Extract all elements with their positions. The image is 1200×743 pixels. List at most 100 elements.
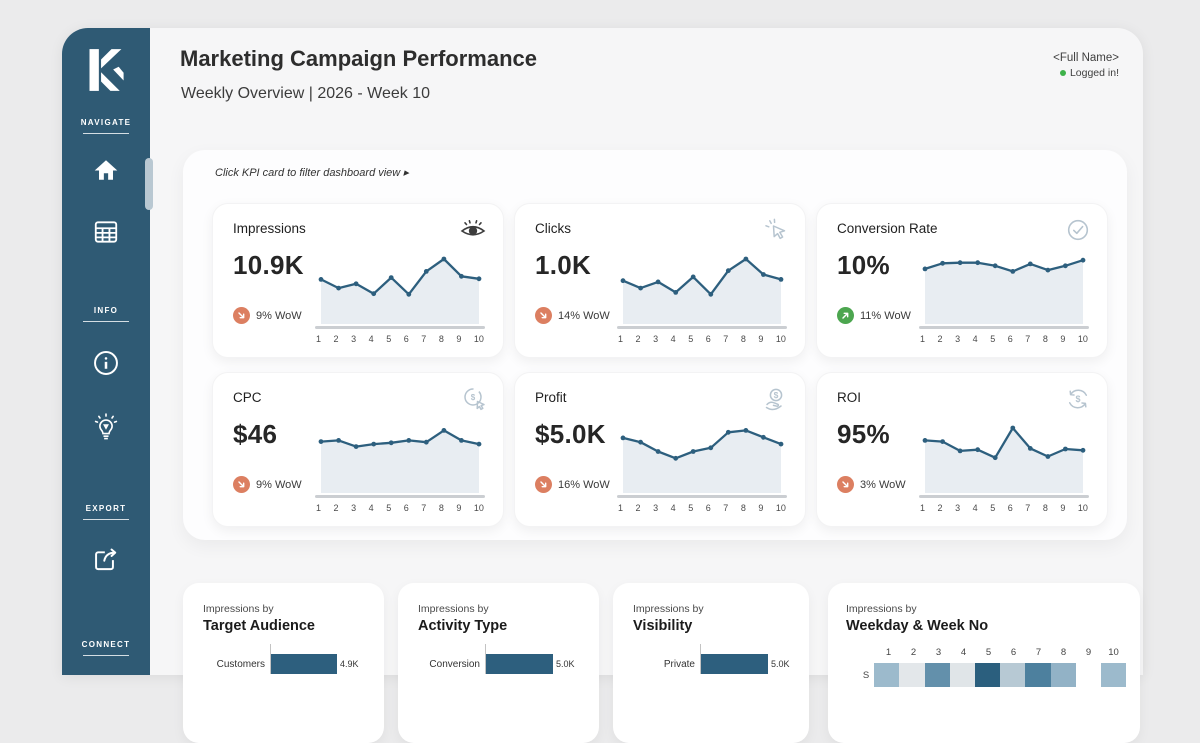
sidebar-table-button[interactable] <box>62 218 150 246</box>
kpi-title: Profit <box>535 390 567 405</box>
page-subtitle: Weekly Overview | 2026 - Week 10 <box>181 85 430 103</box>
nav-section-info: INFO <box>62 306 150 322</box>
kpi-card-clicks[interactable]: Clicks 1.0K 14% WoW 12345678910 <box>514 203 806 358</box>
idea-bulb-icon <box>91 412 121 442</box>
kpi-card-impressions[interactable]: Impressions 10.9K 9% WoW 1234567891 <box>212 203 504 358</box>
bar-private[interactable] <box>700 654 768 674</box>
section-label: EXPORT <box>62 504 150 513</box>
weekday-heatmap: 12345678910 S <box>846 647 1126 687</box>
heatmap-cell[interactable] <box>950 663 975 687</box>
kpi-value: 95% <box>837 419 890 450</box>
kpi-value: 10% <box>837 250 890 281</box>
heatmap-cell[interactable] <box>1076 663 1101 687</box>
user-block: <Full Name> Logged in! <box>1053 52 1119 79</box>
sidebar-share-button[interactable] <box>62 544 150 574</box>
spark-x-labels: 12345678910 <box>617 503 787 513</box>
wow-badge: 16% WoW <box>535 476 610 493</box>
hand-coin-icon: $ <box>761 386 789 418</box>
bar-customers[interactable] <box>270 654 337 674</box>
kpi-value: $46 <box>233 419 277 450</box>
axis-line <box>270 644 271 674</box>
clicks-sparkline: 12345678910 <box>617 246 787 344</box>
wow-text: 16% WoW <box>558 479 610 491</box>
trend-down-icon <box>535 476 552 493</box>
chart-title: Target Audience <box>203 618 370 634</box>
login-status-text: Logged in! <box>1070 67 1119 79</box>
user-name: <Full Name> <box>1053 52 1119 64</box>
roi-cycle-icon: $ <box>1065 386 1091 417</box>
heatmap-cell[interactable] <box>899 663 924 687</box>
kpi-hint: Click KPI card to filter dashboard view … <box>215 166 409 179</box>
sidebar: NAVIGATE INFO <box>62 28 150 675</box>
heatmap-cell[interactable] <box>1051 663 1076 687</box>
wow-text: 9% WoW <box>256 310 302 322</box>
heatmap-cell[interactable] <box>975 663 1000 687</box>
scrollbar-thumb[interactable] <box>145 158 153 210</box>
heatmap-cell[interactable] <box>874 663 899 687</box>
kpi-grid: Impressions 10.9K 9% WoW 1234567891 <box>212 203 1108 527</box>
wow-badge: 9% WoW <box>233 307 302 324</box>
section-label: NAVIGATE <box>62 118 150 127</box>
nav-section-connect: CONNECT <box>62 640 150 656</box>
bar-value-label: 5.0K <box>556 659 575 669</box>
divider <box>83 519 129 520</box>
bar-conversion[interactable] <box>485 654 553 674</box>
heatmap-row: S <box>858 663 1126 687</box>
wow-badge: 14% WoW <box>535 307 610 324</box>
kpi-title: ROI <box>837 390 861 405</box>
chart-title: Visibility <box>633 618 795 634</box>
kpi-value: 1.0K <box>535 250 591 281</box>
heatmap-cell[interactable] <box>925 663 950 687</box>
bar-track <box>270 654 337 674</box>
chart-subtitle: Impressions by <box>418 603 585 615</box>
dashboard-canvas: NAVIGATE INFO <box>62 28 1143 675</box>
chart-title: Activity Type <box>418 618 585 634</box>
heatmap-cell[interactable] <box>1101 663 1126 687</box>
spark-x-labels: 12345678910 <box>617 334 787 344</box>
bar-value-label: 4.9K <box>340 659 359 669</box>
chart-subtitle: Impressions by <box>203 603 370 615</box>
heatmap-row-label: S <box>858 670 874 681</box>
spark-x-labels: 12345678910 <box>315 334 485 344</box>
kpi-title: Impressions <box>233 221 306 236</box>
trend-down-icon <box>233 307 250 324</box>
spark-baseline <box>919 326 1089 329</box>
kpi-card-cpc[interactable]: CPC $ $46 9% WoW 12345678910 <box>212 372 504 527</box>
login-status: Logged in! <box>1053 67 1119 79</box>
trend-down-icon <box>233 476 250 493</box>
table-icon <box>92 218 120 246</box>
kpi-card-profit[interactable]: Profit $ $5.0K 16% WoW <box>514 372 806 527</box>
heatmap-column-headers: 12345678910 <box>876 647 1126 658</box>
logo-k-icon <box>86 48 126 92</box>
chart-card-activity-type: Impressions by Activity Type Conversion … <box>398 583 599 743</box>
sidebar-home-button[interactable] <box>62 156 150 184</box>
wow-badge: 11% WoW <box>837 307 911 324</box>
sidebar-info-button[interactable] <box>62 348 150 378</box>
kpi-title: CPC <box>233 390 262 405</box>
chart-title: Weekday & Week No <box>846 618 1126 634</box>
chart-subtitle: Impressions by <box>846 603 1126 615</box>
kpi-card-roi[interactable]: ROI $ 95% 3% WoW 12345678910 <box>816 372 1108 527</box>
divider <box>83 133 129 134</box>
trend-down-icon <box>837 476 854 493</box>
wow-badge: 3% WoW <box>837 476 906 493</box>
wow-text: 9% WoW <box>256 479 302 491</box>
roi-sparkline: 12345678910 <box>919 415 1089 513</box>
bar-value-label: 5.0K <box>771 659 790 669</box>
app-logo <box>62 48 150 92</box>
chart-subtitle: Impressions by <box>633 603 795 615</box>
kpi-card-conversion-rate[interactable]: Conversion Rate 10% 11% WoW 12345678910 <box>816 203 1108 358</box>
svg-text:$: $ <box>1075 394 1080 404</box>
cost-per-click-icon: $ <box>461 386 487 417</box>
check-circle-icon <box>1065 217 1091 248</box>
trend-up-icon <box>837 307 854 324</box>
heatmap-cell[interactable] <box>1000 663 1025 687</box>
section-label: INFO <box>62 306 150 315</box>
bar-category-label: Customers <box>203 659 265 670</box>
bar-track <box>700 654 768 674</box>
heatmap-cell[interactable] <box>1025 663 1050 687</box>
divider <box>83 321 129 322</box>
sidebar-insights-button[interactable] <box>62 412 150 442</box>
bar-row: Customers 4.9K <box>203 654 370 674</box>
wow-text: 11% WoW <box>860 310 911 322</box>
